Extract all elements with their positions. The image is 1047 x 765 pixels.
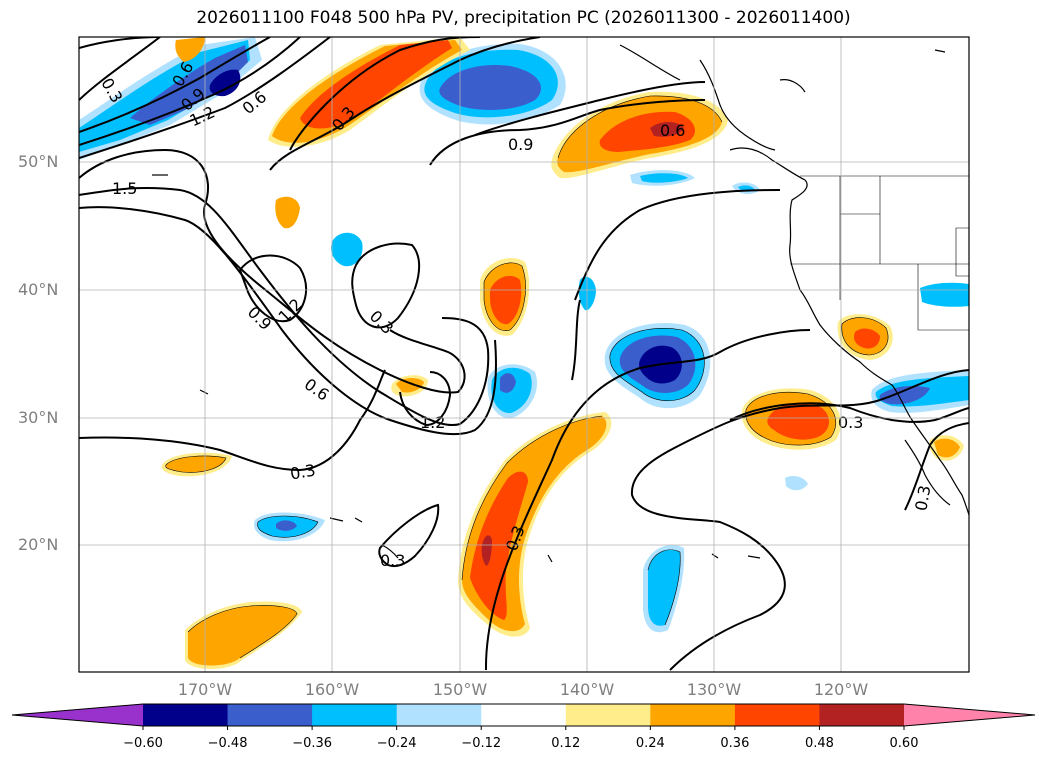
precip-blob [854, 328, 880, 349]
precip-blob [640, 173, 688, 183]
contour-label: 0.3 [366, 307, 397, 338]
precip-blob [175, 37, 205, 62]
colorbar-segment [227, 704, 313, 726]
contour-label: 0.9 [244, 303, 275, 334]
contour-label: 0.3 [838, 413, 863, 432]
precip-blob [599, 111, 695, 152]
contour-label: 0.6 [301, 374, 333, 404]
precip-blob [300, 40, 452, 129]
precip-blob [275, 196, 300, 229]
colorbar-segment [312, 704, 398, 726]
colorbar-segment [143, 704, 229, 726]
lat-label: 50°N [18, 152, 59, 171]
precip-blob [490, 275, 522, 325]
colorbar-tick-label: 0.48 [804, 736, 834, 751]
colorbar-segment [650, 704, 736, 726]
contour-label: 0.9 [508, 135, 533, 154]
lon-label: 130°W [686, 680, 742, 699]
precip-blob [920, 282, 969, 307]
colorbar-tick-label: −0.48 [207, 736, 248, 751]
graticule [79, 37, 969, 672]
colorbar-tick-label: 0.60 [889, 736, 919, 751]
lon-label: 140°W [559, 680, 615, 699]
colorbar-segment [396, 704, 482, 726]
colorbar [11, 703, 1036, 730]
colorbar-segment [481, 704, 567, 726]
colorbar-tick-label: −0.60 [123, 736, 163, 751]
chart-title: 2026011100 F048 500 hPa PV, precipitatio… [196, 8, 851, 28]
contour-label: 0.3 [289, 460, 317, 483]
colorbar-tick-label: 0.12 [551, 736, 581, 751]
contour-label: 0.3 [911, 484, 934, 512]
contour-label: 1.2 [420, 413, 445, 432]
political-borders [790, 175, 969, 331]
colorbar-extend-max [904, 704, 1035, 726]
pv-contours [79, 37, 969, 671]
precip-blob [439, 64, 542, 110]
map-frame [78, 36, 970, 673]
colorbar-segment [819, 704, 905, 726]
precip-blob [396, 378, 424, 393]
colorbar-tick-label: −0.36 [292, 736, 333, 751]
lon-label: 120°W [813, 680, 869, 699]
lon-label: 170°W [177, 680, 233, 699]
contour-label: 1.5 [112, 179, 137, 198]
colorbar-tick-label: 0.24 [635, 736, 665, 751]
precip-blob [785, 476, 808, 491]
lat-label: 20°N [18, 535, 59, 554]
lat-label: 40°N [18, 280, 59, 299]
contour-label: 0.6 [239, 87, 271, 118]
colorbar-segment [734, 704, 820, 726]
contour-label: 0.6 [660, 121, 685, 140]
precip-blob [188, 605, 297, 666]
precip-blob [648, 549, 681, 626]
precip-outlines [165, 95, 889, 659]
precip-blob [934, 438, 960, 458]
precip-blob [209, 69, 241, 97]
colorbar-tick-label: 0.36 [720, 736, 750, 751]
precip-blob [470, 471, 528, 620]
precip-blob [500, 373, 516, 393]
colorbar-segment [565, 704, 651, 726]
colorbar-tick-label: −0.24 [376, 736, 417, 751]
precip-positive-anomalies [161, 37, 964, 669]
coastlines [152, 44, 969, 563]
precip-blob [331, 232, 363, 267]
precip-blob [165, 456, 226, 473]
lon-label: 150°W [432, 680, 488, 699]
precip-blob [767, 403, 830, 440]
precip-blob [650, 122, 684, 137]
colorbar-extend-min [12, 704, 143, 726]
colorbar-tick-label: −0.12 [461, 736, 502, 751]
lat-label: 30°N [18, 408, 59, 427]
lon-label: 160°W [304, 680, 360, 699]
precip-blob [481, 535, 492, 566]
contour-label: 0.3 [380, 551, 405, 570]
precip-blob [879, 386, 930, 405]
precip-blob [276, 520, 297, 531]
